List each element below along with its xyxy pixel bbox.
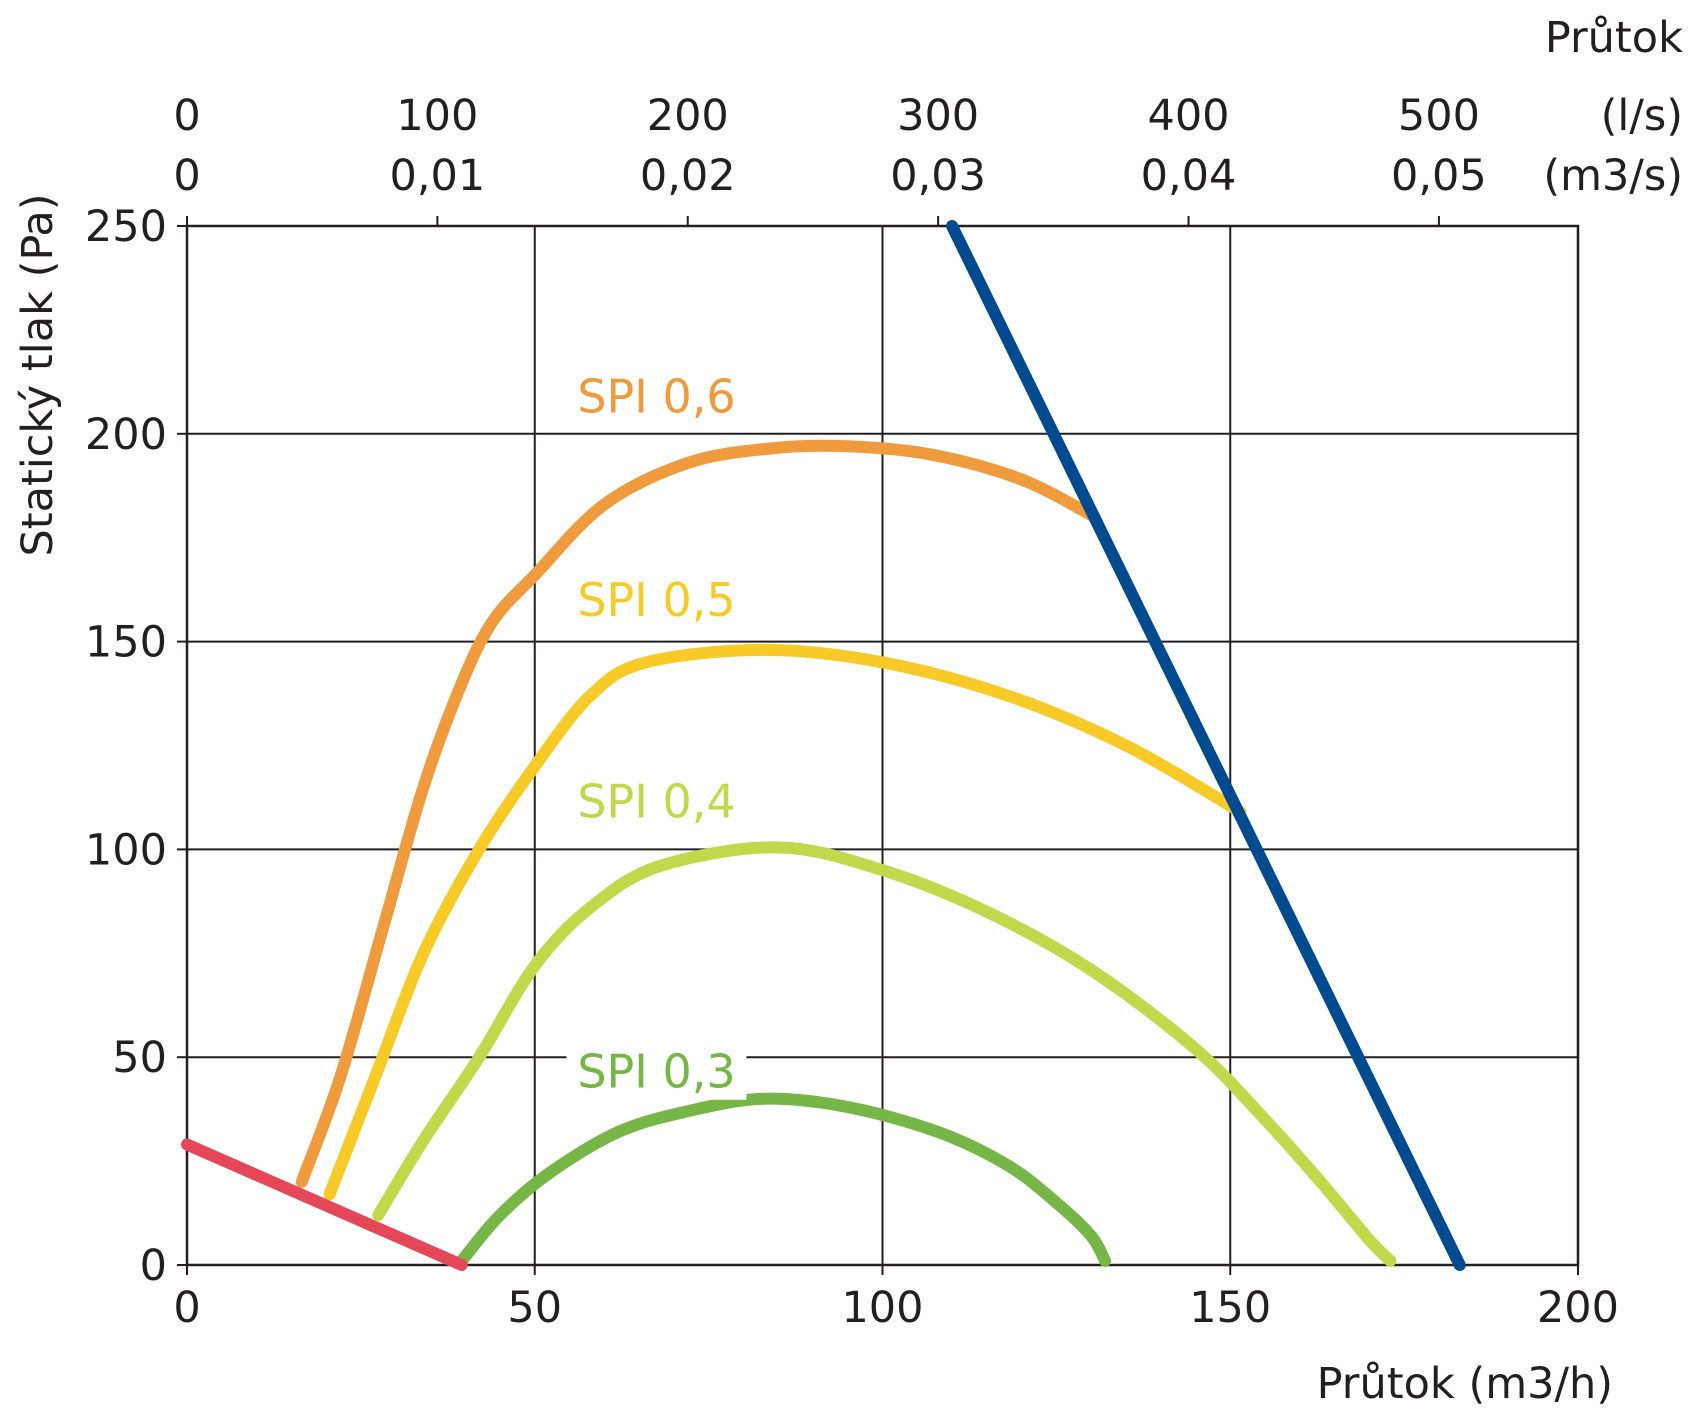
series-label-bg <box>566 366 747 425</box>
grid <box>177 216 1579 1275</box>
y-tick-label: 100 <box>85 825 167 875</box>
top-tick-label-m3s: 0,04 <box>1141 151 1237 201</box>
series-line <box>295 439 1101 1188</box>
y-tick-label: 0 <box>140 1241 167 1291</box>
series-line <box>372 841 1397 1267</box>
series-line <box>323 643 1247 1201</box>
y-tick-label: 250 <box>85 202 167 252</box>
top-tick-label-ls: 400 <box>1147 91 1229 141</box>
x-tick-label: 0 <box>173 1283 200 1333</box>
series-label: SPI 0,5 <box>577 573 735 627</box>
labels: 0 50 100 150 200050100150200250001000,012000… <box>85 91 1683 1409</box>
y-axis-title: Statický tlak (Pa) <box>13 193 63 556</box>
x-tick-label: 100 <box>841 1283 923 1333</box>
y-tick-label: 150 <box>85 618 167 668</box>
top-tick-label-m3s: 0 <box>173 151 200 201</box>
series-label: SPI 0,4 <box>577 775 735 829</box>
y-tick-label: 50 <box>112 1033 167 1083</box>
x-tick-label: 50 <box>507 1283 562 1333</box>
x-tick-label: 200 <box>1537 1283 1619 1333</box>
top-tick-label-m3s: 0,05 <box>1391 151 1487 201</box>
series-label: SPI 0,6 <box>577 369 735 423</box>
series-line <box>181 1138 468 1271</box>
y-tick-label: 200 <box>85 410 167 460</box>
top-tick-label-ls: 0 <box>173 91 200 141</box>
top-tick-label-m3s: 0,02 <box>640 151 736 201</box>
top-unit-m3s: (m3/s) <box>1543 151 1683 201</box>
plot-border <box>185 224 1580 1267</box>
top-tick-label-ls: 200 <box>647 91 729 141</box>
top-tick-label-ls: 100 <box>396 91 478 141</box>
x-axis-title: Průtok (m3/h) <box>1317 1359 1613 1409</box>
series-label: SPI 0,3 <box>577 1045 735 1099</box>
top-tick-label-ls: 500 <box>1398 91 1480 141</box>
series-label-bg <box>566 570 747 629</box>
top-tick-label-ls: 300 <box>897 91 979 141</box>
top-tick-label-m3s: 0,01 <box>390 151 486 201</box>
series-lines <box>181 220 1466 1271</box>
series-label-bg <box>566 771 747 830</box>
series-line <box>946 220 1466 1271</box>
top-tick-label-m3s: 0,03 <box>890 151 986 201</box>
series-line <box>455 1092 1112 1267</box>
top-unit-ls: (l/s) <box>1601 91 1683 141</box>
series-label-bg <box>566 1041 747 1100</box>
x-tick-label: 150 <box>1189 1283 1271 1333</box>
plot-frame <box>185 224 1580 1267</box>
top-axis-title: Průtok <box>1545 13 1683 63</box>
